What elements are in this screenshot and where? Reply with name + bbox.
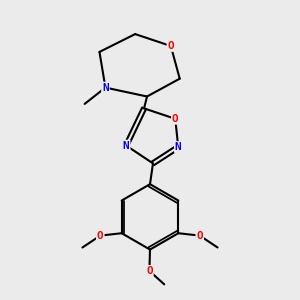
Text: N: N [102, 82, 109, 93]
Text: N: N [175, 142, 181, 152]
Text: O: O [146, 266, 153, 276]
Text: O: O [172, 114, 178, 124]
Text: O: O [167, 41, 174, 51]
Text: N: N [123, 140, 130, 151]
Text: O: O [97, 231, 104, 241]
Text: O: O [196, 231, 203, 241]
